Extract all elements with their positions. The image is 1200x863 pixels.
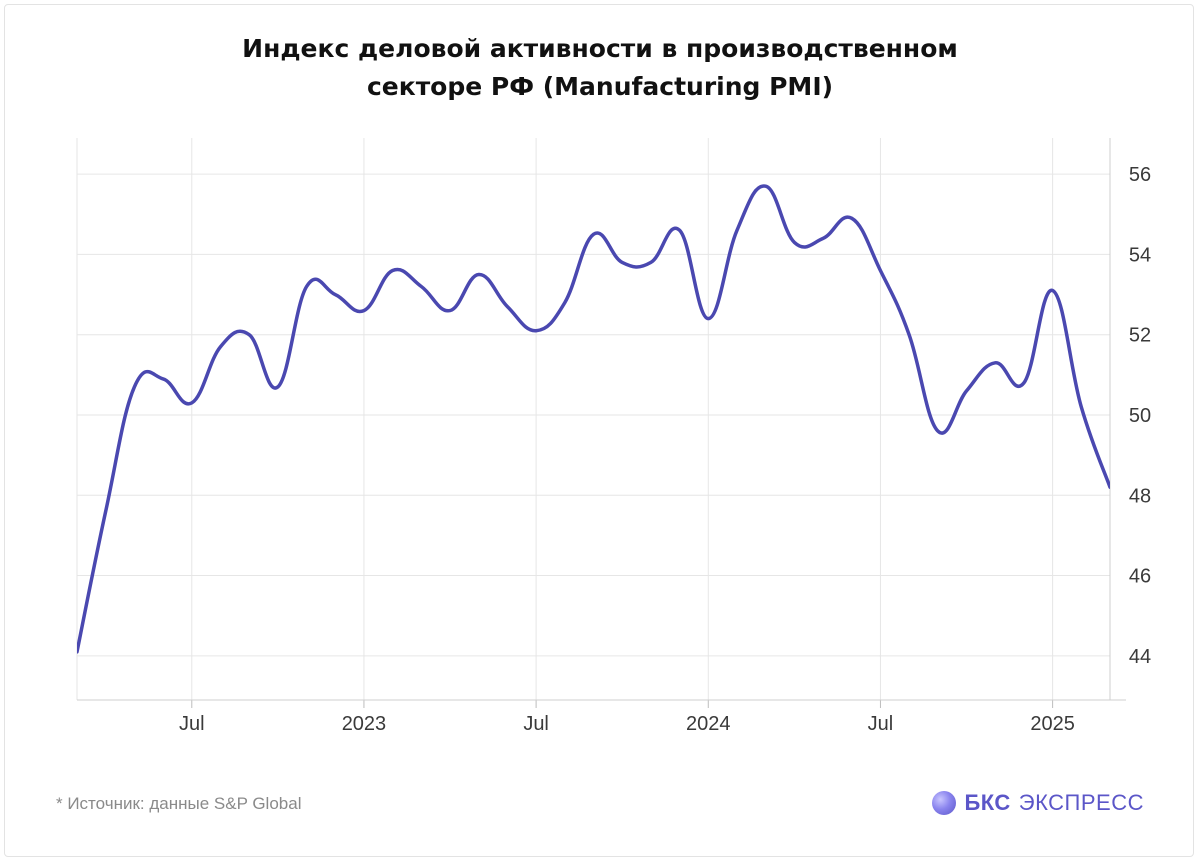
x-tick-label: Jul <box>523 713 549 735</box>
tick-labels: 44 46 48 50 52 54 56 Jul 2023 Jul 2024 Jul 2025 <box>179 164 1151 735</box>
x-tick-label: Jul <box>868 713 894 735</box>
y-tick-label: 48 <box>1129 485 1151 507</box>
grid <box>77 138 1110 700</box>
pmi-series-line <box>77 184 1110 654</box>
y-tick-label: 54 <box>1129 244 1151 266</box>
x-tick-label: 2023 <box>342 713 387 735</box>
x-tick-label: 2025 <box>1030 713 1075 735</box>
brand-logo-icon <box>932 791 957 815</box>
axes <box>76 138 1126 708</box>
chart-title: Индекс деловой активности в производстве… <box>0 30 1200 106</box>
chart-title-line2: секторе РФ (Manufacturing PMI) <box>366 72 834 101</box>
x-tick-label: Jul <box>179 713 205 735</box>
chart-card <box>4 4 1194 857</box>
y-tick-label: 44 <box>1129 646 1151 668</box>
brand-name-bold: БКС <box>964 790 1011 815</box>
chart-title-line1: Индекс деловой активности в производстве… <box>242 34 958 63</box>
y-tick-label: 50 <box>1129 405 1151 427</box>
x-tick-label: 2024 <box>686 713 731 735</box>
y-tick-label: 56 <box>1129 164 1151 186</box>
series <box>77 184 1110 654</box>
y-tick-label: 46 <box>1129 566 1151 588</box>
y-tick-label: 52 <box>1129 325 1151 347</box>
source-note: * Источник: данные S&P Global <box>56 794 302 813</box>
brand-logo: БКС ЭКСПРЕСС <box>932 790 1144 816</box>
brand-name: ЭКСПРЕСС <box>1018 790 1144 815</box>
